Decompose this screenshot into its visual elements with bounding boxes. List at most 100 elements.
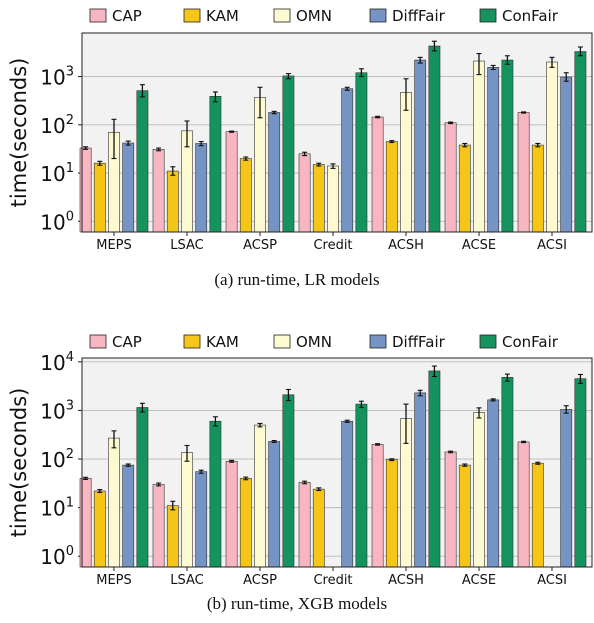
legend-label: CAP — [112, 333, 142, 351]
x-tick-label: ACSE — [462, 573, 496, 588]
bar — [225, 460, 238, 568]
legend-swatch — [89, 8, 107, 23]
plot-frame — [81, 32, 593, 233]
legend-item: OMN — [273, 7, 332, 25]
bar — [560, 76, 573, 233]
bar — [341, 88, 354, 233]
legend-label: CAP — [112, 7, 142, 25]
bar — [574, 51, 587, 233]
bar — [312, 164, 325, 233]
bar — [517, 441, 530, 568]
bar — [298, 482, 311, 568]
plot-frame — [81, 357, 593, 568]
bar — [136, 90, 149, 233]
legend-label: OMN — [296, 7, 332, 25]
legend-label: KAM — [206, 7, 239, 25]
legend-item: OMN — [273, 333, 332, 351]
legend-swatch — [369, 334, 387, 349]
bar — [152, 484, 165, 568]
bar — [414, 392, 427, 568]
bar — [152, 149, 165, 233]
bar — [414, 59, 427, 233]
bar — [428, 45, 441, 233]
bar — [355, 72, 368, 233]
bar — [254, 424, 266, 568]
bar — [122, 464, 135, 568]
bar — [312, 488, 325, 568]
legend-label: ConFair — [502, 333, 559, 351]
legend-swatch — [479, 334, 497, 349]
bar — [444, 451, 457, 568]
bar — [531, 462, 544, 568]
legend-label: OMN — [296, 333, 332, 351]
legend-swatch — [273, 334, 291, 349]
bar — [517, 112, 530, 233]
legend-label: DiffFair — [392, 333, 446, 351]
bar — [458, 144, 471, 233]
bar — [487, 67, 500, 233]
x-tick-label: LSAC — [170, 238, 203, 253]
bar — [385, 459, 398, 568]
x-tick-label: ACSE — [462, 238, 496, 253]
x-tick-label: Credit — [313, 573, 352, 588]
bar — [473, 60, 485, 233]
bar — [341, 420, 354, 568]
legend-label: KAM — [206, 333, 239, 351]
bar — [209, 420, 222, 568]
bar — [560, 409, 573, 568]
y-tick-label: 104 — [40, 350, 74, 375]
legend-item: ConFair — [479, 333, 559, 351]
y-tick-label: 100 — [40, 209, 74, 234]
x-tick-label: MEPS — [96, 238, 132, 253]
bar — [327, 165, 339, 233]
bar — [181, 452, 193, 568]
legend-item: DiffFair — [369, 7, 446, 25]
chart-lr: CAP KAM OMN DiffFair ConFair 100 101 102 103 time… — [7, 7, 593, 289]
x-tick-label: LSAC — [170, 573, 203, 588]
bar — [546, 61, 558, 233]
y-axis-label: time(seconds) — [7, 388, 31, 538]
legend-item: KAM — [183, 7, 239, 25]
legend-item: CAP — [89, 7, 142, 25]
bar — [501, 59, 514, 233]
bar — [531, 144, 544, 233]
bar — [473, 412, 485, 568]
bar — [225, 131, 238, 233]
x-tick-label: ACSH — [388, 573, 424, 588]
bar — [574, 378, 587, 568]
bar — [239, 478, 252, 568]
y-axis-label: time(seconds) — [7, 58, 31, 208]
bar — [166, 170, 179, 233]
bar — [93, 490, 106, 568]
chart-xgb: CAP KAM OMN DiffFair ConFair 100 101 102 103 104 t… — [7, 333, 593, 613]
legend-swatch — [183, 8, 201, 23]
bar — [487, 399, 500, 568]
bar — [371, 444, 384, 568]
figure-caption: (b) run-time, XGB models — [207, 594, 387, 613]
bar — [268, 112, 281, 233]
x-tick-label: Credit — [313, 238, 352, 253]
legend-swatch — [183, 334, 201, 349]
legend-item: CAP — [89, 333, 142, 351]
bar — [209, 95, 222, 233]
legend-item: ConFair — [479, 7, 559, 25]
legend-swatch — [479, 8, 497, 23]
y-tick-label: 102 — [40, 447, 74, 472]
bar — [385, 141, 398, 233]
legend-swatch — [273, 8, 291, 23]
y-tick-label: 101 — [40, 496, 74, 521]
bar — [355, 403, 368, 568]
figure-caption: (a) run-time, LR models — [214, 270, 379, 289]
legend-item: DiffFair — [369, 333, 446, 351]
x-tick-label: ACSH — [388, 238, 424, 253]
x-tick-label: MEPS — [96, 573, 132, 588]
y-tick-label: 101 — [40, 161, 74, 186]
bar — [458, 464, 471, 568]
legend-swatch — [369, 8, 387, 23]
bar — [93, 162, 106, 233]
bar — [501, 377, 514, 568]
bar — [428, 370, 441, 568]
legend-item: KAM — [183, 333, 239, 351]
bar — [400, 92, 412, 233]
